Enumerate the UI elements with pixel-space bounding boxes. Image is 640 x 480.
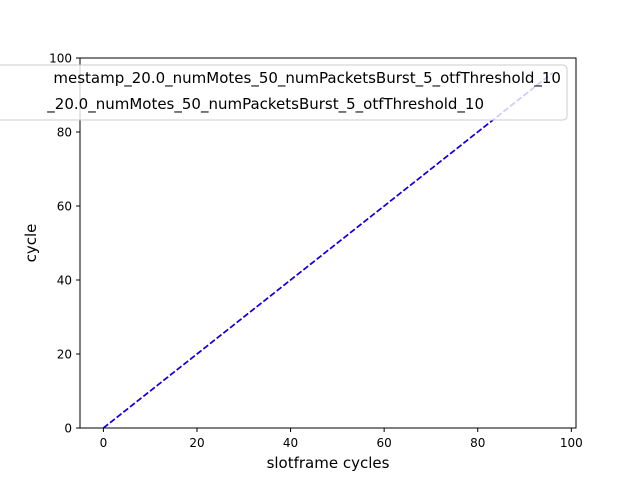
y-tick-label: 60 bbox=[57, 200, 72, 214]
y-tick-label: 100 bbox=[49, 52, 72, 66]
x-tick-label: 20 bbox=[189, 436, 204, 450]
legend-label-1: mestamp_20.0_numMotes_50_numPacketsBurst… bbox=[53, 69, 561, 88]
series-layer bbox=[102, 72, 554, 429]
y-axis-ticks: 0 20 40 60 80 100 bbox=[49, 52, 80, 436]
x-tick-label: 40 bbox=[283, 436, 298, 450]
legend-box bbox=[0, 64, 568, 121]
plot-frame bbox=[79, 57, 577, 429]
x-tick-label: 60 bbox=[377, 436, 392, 450]
y-tick-label: 20 bbox=[57, 348, 72, 362]
x-tick-label: 0 bbox=[100, 436, 108, 450]
y-tick-label: 0 bbox=[64, 422, 72, 436]
x-tick-label: 80 bbox=[470, 436, 485, 450]
y-tick-label: 40 bbox=[57, 274, 72, 288]
legend: mestamp_20.0_numMotes_50_numPacketsBurst… bbox=[0, 64, 568, 121]
legend-label-2: _20.0_numMotes_50_numPacketsBurst_5_otfT… bbox=[46, 95, 484, 114]
x-axis-ticks: 0 20 40 60 80 100 bbox=[100, 428, 583, 450]
x-tick-label: 100 bbox=[560, 436, 583, 450]
y-tick-label: 80 bbox=[57, 126, 72, 140]
series-line-2 bbox=[102, 72, 554, 429]
x-axis-label: slotframe cycles bbox=[267, 454, 390, 472]
y-axis-label: cycle bbox=[22, 224, 40, 263]
